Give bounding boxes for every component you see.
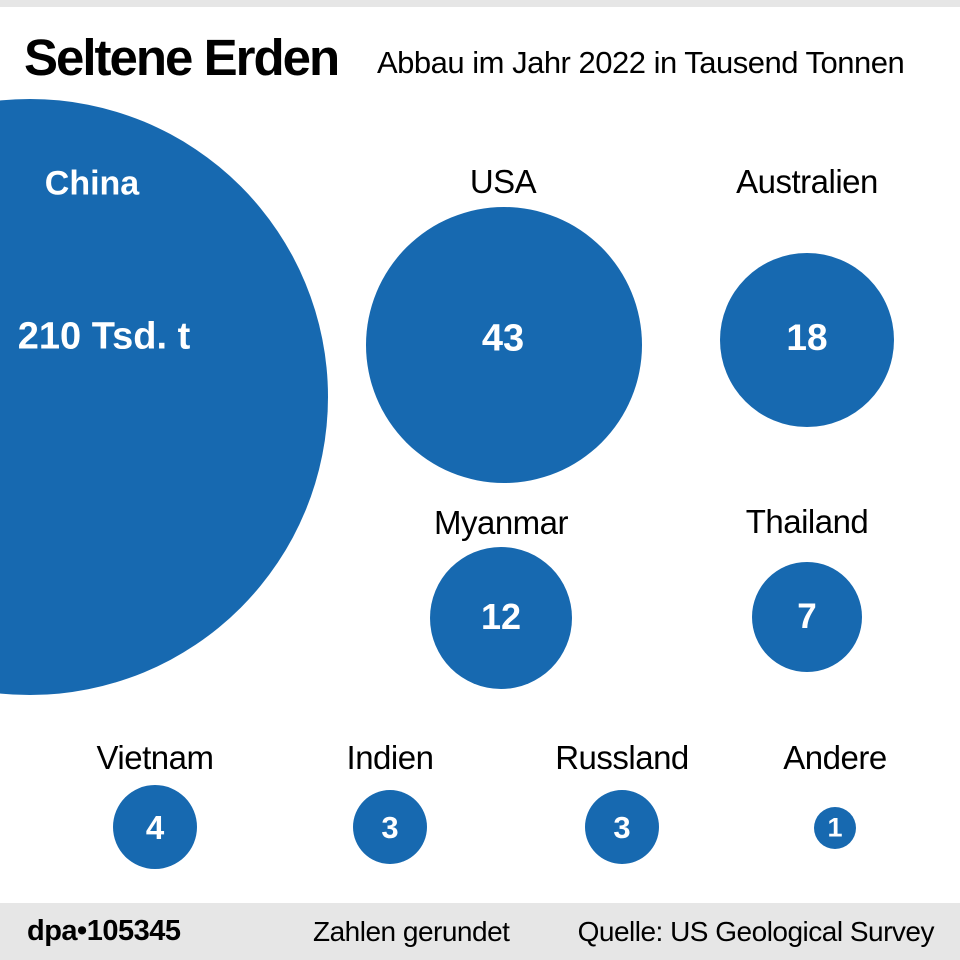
bubble-label-myanmar: Myanmar (433, 504, 569, 541)
bubble-label-australien: Australien (736, 163, 878, 200)
bubble-andere (814, 807, 856, 849)
bubble-value-china: 210 Tsd. t (17, 315, 191, 358)
bubble-label-russland: Russland (555, 739, 689, 776)
footer-note: Zahlen gerundet (313, 916, 510, 947)
bubble-thailand (752, 562, 862, 672)
bubble-usa (366, 207, 642, 483)
bubble-australien (720, 253, 894, 427)
bubble-value-indien: 3 (381, 810, 399, 845)
top-divider-bar (0, 0, 960, 7)
bubble-indien (353, 790, 427, 864)
bubble-value-andere: 1 (827, 812, 843, 843)
page-title: Seltene Erden (24, 29, 340, 86)
footer-source: Quelle: US Geological Survey (577, 916, 935, 947)
bubble-label-vietnam: Vietnam (96, 739, 214, 776)
bubble-russland (585, 790, 659, 864)
bubble-label-indien: Indien (346, 739, 434, 776)
bubble-myanmar (430, 547, 572, 689)
bubble-value-thailand: 7 (797, 597, 817, 636)
bubble-vietnam (113, 785, 197, 869)
bubble-label-andere: Andere (783, 739, 887, 776)
bubble-label-usa: USA (469, 163, 537, 200)
bubble-value-australien: 18 (786, 317, 828, 358)
bubble-value-usa: 43 (481, 317, 525, 360)
footer-bar (0, 903, 960, 960)
bubble-label-thailand: Thailand (745, 503, 869, 540)
bubble-value-vietnam: 4 (145, 809, 165, 846)
page-subtitle: Abbau im Jahr 2022 in Tausend Tonnen (377, 45, 905, 80)
dpa-credit: dpa•105345 (27, 915, 181, 947)
bubble-label-china: China (44, 164, 140, 203)
bubble-value-myanmar: 12 (480, 596, 522, 637)
bubble-value-russland: 3 (613, 810, 631, 845)
